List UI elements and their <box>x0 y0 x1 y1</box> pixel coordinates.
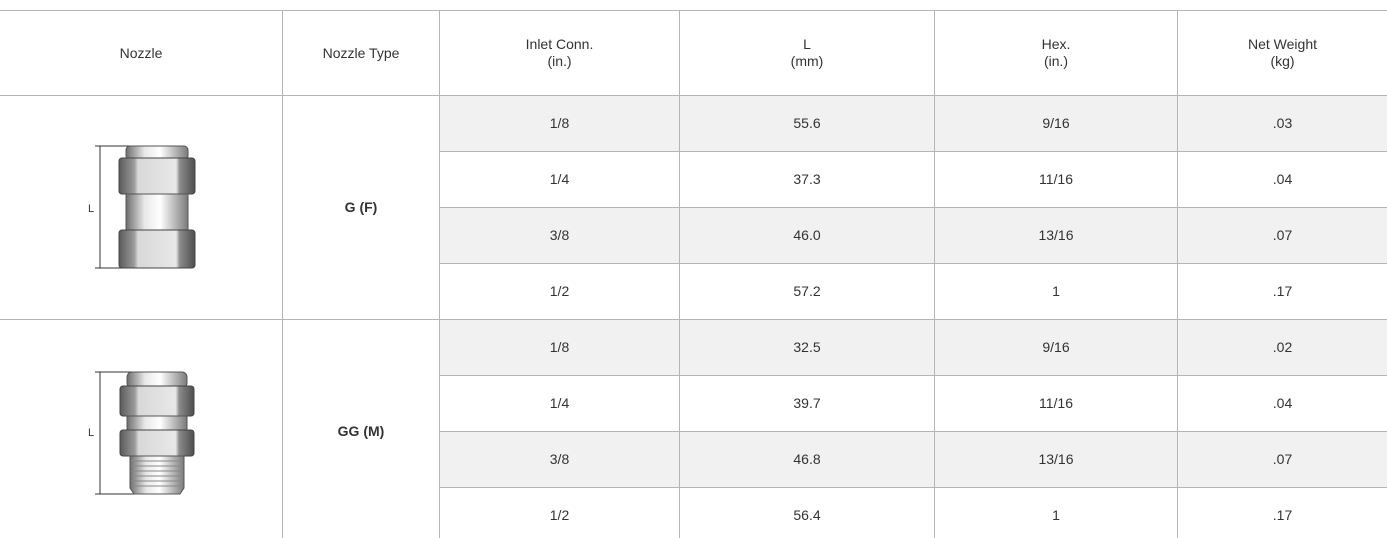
value-cell: 11/16 <box>935 152 1178 208</box>
value-text: 46.8 <box>793 451 821 467</box>
value-cell: 1/8 <box>440 96 680 152</box>
value-cell: .04 <box>1178 376 1387 432</box>
header-cell: Nozzle <box>0 10 283 96</box>
value-cell: 1 <box>935 264 1178 320</box>
value-cell: 46.8 <box>680 432 935 488</box>
value-text: 11/16 <box>1039 171 1073 187</box>
value-text: .04 <box>1272 395 1293 411</box>
value-cell: 1 <box>935 488 1178 538</box>
dimension-label: L <box>88 203 94 215</box>
nozzle-drawing: L <box>88 145 196 269</box>
dimension-label: L <box>88 427 94 439</box>
value-text: 1/4 <box>549 171 570 187</box>
value-cell: 46.0 <box>680 208 935 264</box>
value-cell: 3/8 <box>440 432 680 488</box>
value-cell: 57.2 <box>680 264 935 320</box>
value-text: 1/2 <box>549 283 570 299</box>
header-text: (in.) <box>547 53 572 69</box>
value-text: 46.0 <box>793 227 821 243</box>
value-cell: 1/8 <box>440 320 680 376</box>
value-text: 13/16 <box>1038 227 1074 243</box>
value-cell: .07 <box>1178 208 1387 264</box>
value-cell: 32.5 <box>680 320 935 376</box>
value-cell: 13/16 <box>935 432 1178 488</box>
value-text: 1/4 <box>549 395 570 411</box>
header-cell: Hex. (in.) <box>935 10 1178 96</box>
value-text: 37.3 <box>793 171 821 187</box>
value-text: .02 <box>1272 339 1293 355</box>
value-cell: 9/16 <box>935 96 1178 152</box>
nozzle-drawing: L <box>88 371 195 495</box>
value-cell: 1/4 <box>440 152 680 208</box>
value-cell: 37.3 <box>680 152 935 208</box>
type-cell: GG (M) <box>283 320 440 538</box>
value-text: .03 <box>1272 115 1293 131</box>
header-text: Inlet Conn. <box>525 36 594 52</box>
value-cell: 9/16 <box>935 320 1178 376</box>
header-text: (in.) <box>1043 53 1069 69</box>
value-cell: 39.7 <box>680 376 935 432</box>
header-text: L <box>803 36 811 52</box>
header-text: (mm) <box>790 53 824 69</box>
value-text: 3/8 <box>549 451 570 467</box>
header-cell: Net Weight (kg) <box>1178 10 1387 96</box>
header-text: Hex. <box>1041 36 1071 52</box>
value-cell: .04 <box>1178 152 1387 208</box>
value-cell: .17 <box>1178 488 1387 538</box>
header-text: Nozzle <box>119 44 163 61</box>
nozzle-type: G (F) <box>344 199 378 215</box>
value-text: .17 <box>1272 507 1293 523</box>
value-cell: 13/16 <box>935 208 1178 264</box>
value-text: 1 <box>1052 283 1060 299</box>
value-cell: 56.4 <box>680 488 935 538</box>
value-text: 9/16 <box>1042 115 1070 131</box>
value-text: 32.5 <box>793 339 821 355</box>
header-text: (kg) <box>1270 53 1295 69</box>
header-cell: Nozzle Type <box>283 10 440 96</box>
value-text: 1/2 <box>549 507 570 523</box>
value-cell: .03 <box>1178 96 1387 152</box>
value-text: 56.4 <box>793 507 821 523</box>
header-text: Nozzle Type <box>322 44 400 61</box>
nozzle-cell: L <box>0 96 283 320</box>
value-text: .07 <box>1272 451 1293 467</box>
nozzle-type: GG (M) <box>337 423 385 439</box>
value-text: 39.7 <box>793 395 821 411</box>
value-text: 11/16 <box>1039 395 1073 411</box>
type-cell: G (F) <box>283 96 440 320</box>
header-text: Net Weight <box>1248 36 1317 52</box>
value-text: .04 <box>1272 171 1293 187</box>
value-cell: 1/2 <box>440 488 680 538</box>
value-text: 1/8 <box>549 115 570 131</box>
value-cell: .02 <box>1178 320 1387 376</box>
header-cell: Inlet Conn. (in.) <box>440 10 680 96</box>
value-text: 1 <box>1052 507 1060 523</box>
value-text: .07 <box>1272 227 1293 243</box>
value-cell: 1/4 <box>440 376 680 432</box>
value-text: 55.6 <box>793 115 821 131</box>
value-text: .17 <box>1272 283 1293 299</box>
value-text: 9/16 <box>1042 339 1070 355</box>
value-cell: .07 <box>1178 432 1387 488</box>
value-text: 13/16 <box>1038 451 1074 467</box>
value-text: 3/8 <box>549 227 570 243</box>
value-cell: 1/2 <box>440 264 680 320</box>
value-cell: .17 <box>1178 264 1387 320</box>
value-text: 57.2 <box>793 283 821 299</box>
value-cell: 11/16 <box>935 376 1178 432</box>
value-text: 1/8 <box>549 339 570 355</box>
header-cell: L (mm) <box>680 10 935 96</box>
value-cell: 3/8 <box>440 208 680 264</box>
value-cell: 55.6 <box>680 96 935 152</box>
nozzle-cell: L <box>0 320 283 538</box>
